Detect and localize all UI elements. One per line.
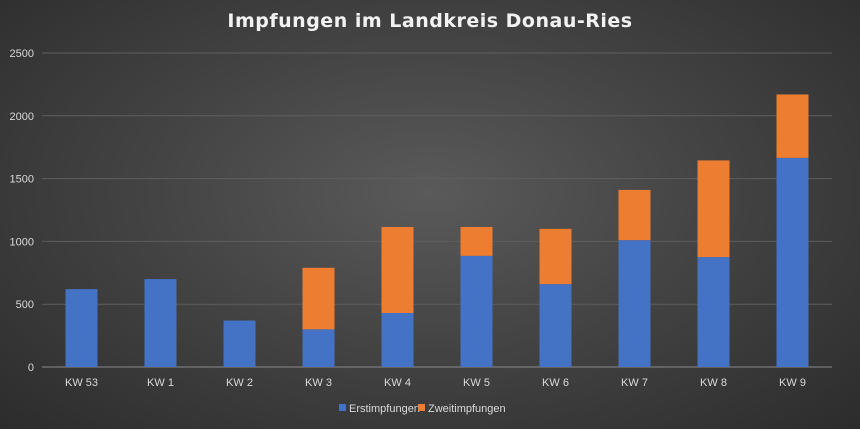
bar-erstimpfungen xyxy=(65,289,98,367)
x-tick-label: KW 2 xyxy=(226,377,253,389)
bar-erstimpfungen xyxy=(697,257,730,367)
chart-title: Impfungen im Landkreis Donau-Ries xyxy=(227,10,633,32)
bar-zweitimpfungen xyxy=(697,160,730,258)
x-tick-label: KW 6 xyxy=(542,377,569,389)
x-tick-label: KW 3 xyxy=(305,377,332,389)
x-tick-label: KW 7 xyxy=(621,377,648,389)
x-tick-label: KW 4 xyxy=(384,377,411,389)
bar-zweitimpfungen xyxy=(460,226,493,256)
bar-erstimpfungen xyxy=(223,320,256,367)
x-tick-label: KW 9 xyxy=(779,377,806,389)
x-tick-label: KW 53 xyxy=(65,377,98,389)
legend-swatch xyxy=(418,404,425,411)
bar-zweitimpfungen xyxy=(302,267,335,330)
y-tick-label: 2500 xyxy=(10,48,34,60)
bar-erstimpfungen xyxy=(144,279,177,367)
x-tick-label: KW 1 xyxy=(147,377,174,389)
bar-zweitimpfungen xyxy=(776,94,809,158)
bar-erstimpfungen xyxy=(460,255,493,367)
bar-zweitimpfungen xyxy=(381,226,414,313)
legend-swatch xyxy=(339,404,346,411)
x-tick-label: KW 8 xyxy=(700,377,727,389)
bar-zweitimpfungen xyxy=(618,189,651,241)
bar-erstimpfungen xyxy=(381,312,414,367)
y-tick-label: 1000 xyxy=(10,236,34,248)
bar-erstimpfungen xyxy=(539,284,572,367)
bar-erstimpfungen xyxy=(302,329,335,367)
y-tick-label: 1500 xyxy=(10,174,34,186)
y-tick-label: 500 xyxy=(16,299,34,311)
y-tick-label: 2000 xyxy=(10,111,34,123)
x-tick-label: KW 5 xyxy=(463,377,490,389)
legend-label: Erstimpfungen xyxy=(349,403,420,415)
legend-label: Zweitimpfungen xyxy=(428,403,506,415)
y-tick-label: 0 xyxy=(28,362,34,374)
bar-erstimpfungen xyxy=(776,157,809,367)
bar-erstimpfungen xyxy=(618,240,651,367)
bar-zweitimpfungen xyxy=(539,228,572,285)
